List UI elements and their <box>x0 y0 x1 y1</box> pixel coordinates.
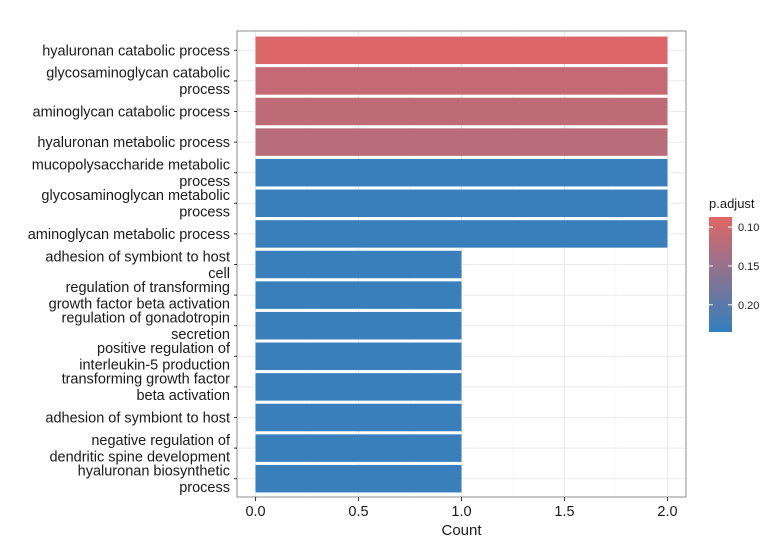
y-tick-label: aminoglycan catabolic process <box>33 105 230 121</box>
x-axis-ticks: 0.0 0.5 1.0 1.5 2.0 <box>245 497 678 520</box>
y-tick-label: aminoglycan metabolic process <box>28 227 230 243</box>
bar <box>255 342 462 371</box>
bar <box>255 128 668 156</box>
x-tick-label: 0.0 <box>245 504 265 520</box>
y-tick-label: hyaluronan biosynthetic process <box>78 463 230 496</box>
y-tick-label: positive regulation of interleukin-5 prod… <box>79 341 231 374</box>
bar <box>255 403 462 432</box>
y-tick-label: glycosaminoglycan catabolic process <box>46 66 230 99</box>
x-axis-title: Count <box>441 522 482 539</box>
y-tick-label: adhesion of symbiont to host cell <box>45 249 230 282</box>
y-axis-labels: hyaluronan catabolic process glycosaminog… <box>28 43 237 496</box>
x-tick-label: 1.0 <box>451 504 471 520</box>
bar <box>255 281 462 309</box>
legend-tick-label: 0.10 <box>738 222 759 234</box>
y-tick-label: adhesion of symbiont to host <box>45 411 230 427</box>
bars <box>255 36 668 493</box>
y-tick-label: regulation of transforming growth factor … <box>49 280 230 313</box>
bar <box>255 67 668 95</box>
y-tick-label: glycosaminoglycan metabolic process <box>41 188 230 221</box>
bar <box>255 250 462 279</box>
bar <box>255 36 668 65</box>
legend-title: p.adjust <box>709 196 755 211</box>
x-tick-label: 2.0 <box>657 504 677 520</box>
y-tick-label: mucopolysaccharide metabolic process <box>32 157 230 190</box>
x-tick-label: 0.5 <box>348 504 368 520</box>
legend-colorbar <box>709 217 732 332</box>
bar <box>255 158 668 187</box>
color-legend: p.adjust 0.10 0.15 0.20 <box>709 196 759 332</box>
bar <box>255 311 462 340</box>
bar <box>255 434 462 462</box>
bar <box>255 220 668 248</box>
y-tick-label: regulation of gonadotropin secretion <box>62 310 231 343</box>
bar <box>255 464 462 493</box>
legend-tick-label: 0.20 <box>738 300 759 312</box>
bar <box>255 373 462 401</box>
x-tick-label: 1.5 <box>554 504 574 520</box>
y-tick-label: hyaluronan metabolic process <box>37 135 230 151</box>
y-tick-label: transforming growth factor beta activatio… <box>62 372 231 405</box>
y-tick-label: hyaluronan catabolic process <box>42 43 230 59</box>
legend-ticks: 0.10 0.15 0.20 <box>709 222 759 312</box>
y-tick-label: negative regulation of dendritic spine de… <box>49 433 231 466</box>
bar <box>255 97 668 126</box>
legend-tick-label: 0.15 <box>738 261 759 273</box>
bar <box>255 189 668 218</box>
